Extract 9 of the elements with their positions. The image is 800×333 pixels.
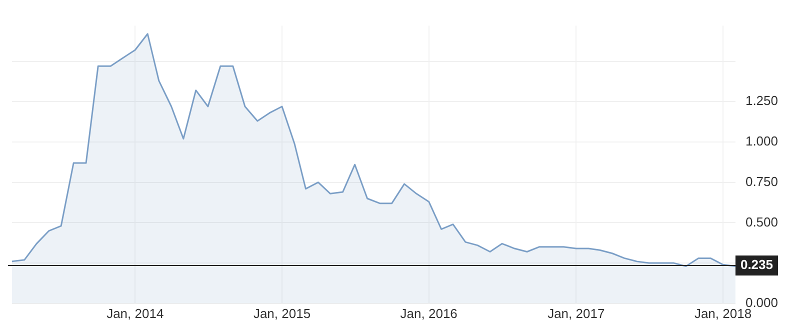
ref-line-label: 0.235 <box>740 257 774 272</box>
y-tick-label: 0.500 <box>745 214 778 230</box>
x-tick-label: Jan, 2015 <box>253 306 311 321</box>
y-tick-label: 1.000 <box>745 134 778 149</box>
y-tick-label: 1.250 <box>745 93 778 108</box>
x-tick-label: Jan, 2014 <box>106 306 164 321</box>
x-tick-label: Jan, 2017 <box>548 306 605 321</box>
x-tick-label: Jan, 2016 <box>400 306 458 321</box>
y-tick-label: 0.750 <box>745 174 778 189</box>
